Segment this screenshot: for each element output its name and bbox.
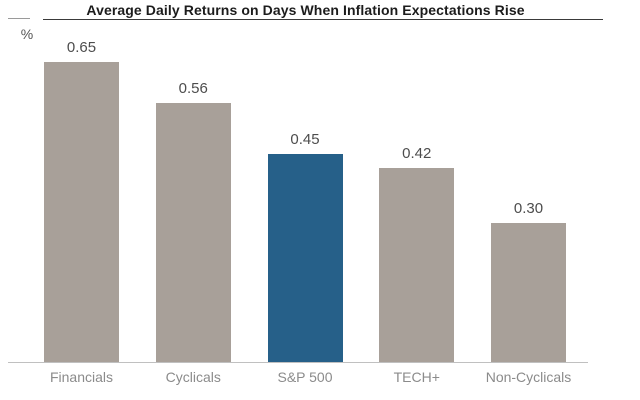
category-label-s-p-500: S&P 500 [277,369,333,385]
x-axis-baseline [8,362,588,364]
bar-cyclicals [155,103,231,362]
category-label-non-cyclicals: Non-Cyclicals [485,369,572,385]
title-underline [43,19,603,21]
y-axis-unit-label: % [20,26,34,42]
category-label-tech: TECH+ [393,369,440,385]
axis-topline-left [8,18,30,20]
bar-s-p-500 [267,154,343,362]
category-label-cyclicals: Cyclicals [165,369,221,385]
bar-value-label-non-cyclicals: 0.30 [513,200,544,217]
category-label-financials: Financials [49,369,114,385]
bar-financials [44,62,119,362]
bar-non-cyclicals [491,223,566,362]
bar-value-label-s-p-500: 0.45 [290,131,320,148]
chart-title: Average Daily Returns on Days When Infla… [86,2,525,18]
bar-tech [379,168,455,362]
bar-value-label-financials: 0.65 [66,39,97,56]
bar-value-label-tech: 0.42 [402,145,432,162]
bar-value-label-cyclicals: 0.56 [178,80,208,97]
